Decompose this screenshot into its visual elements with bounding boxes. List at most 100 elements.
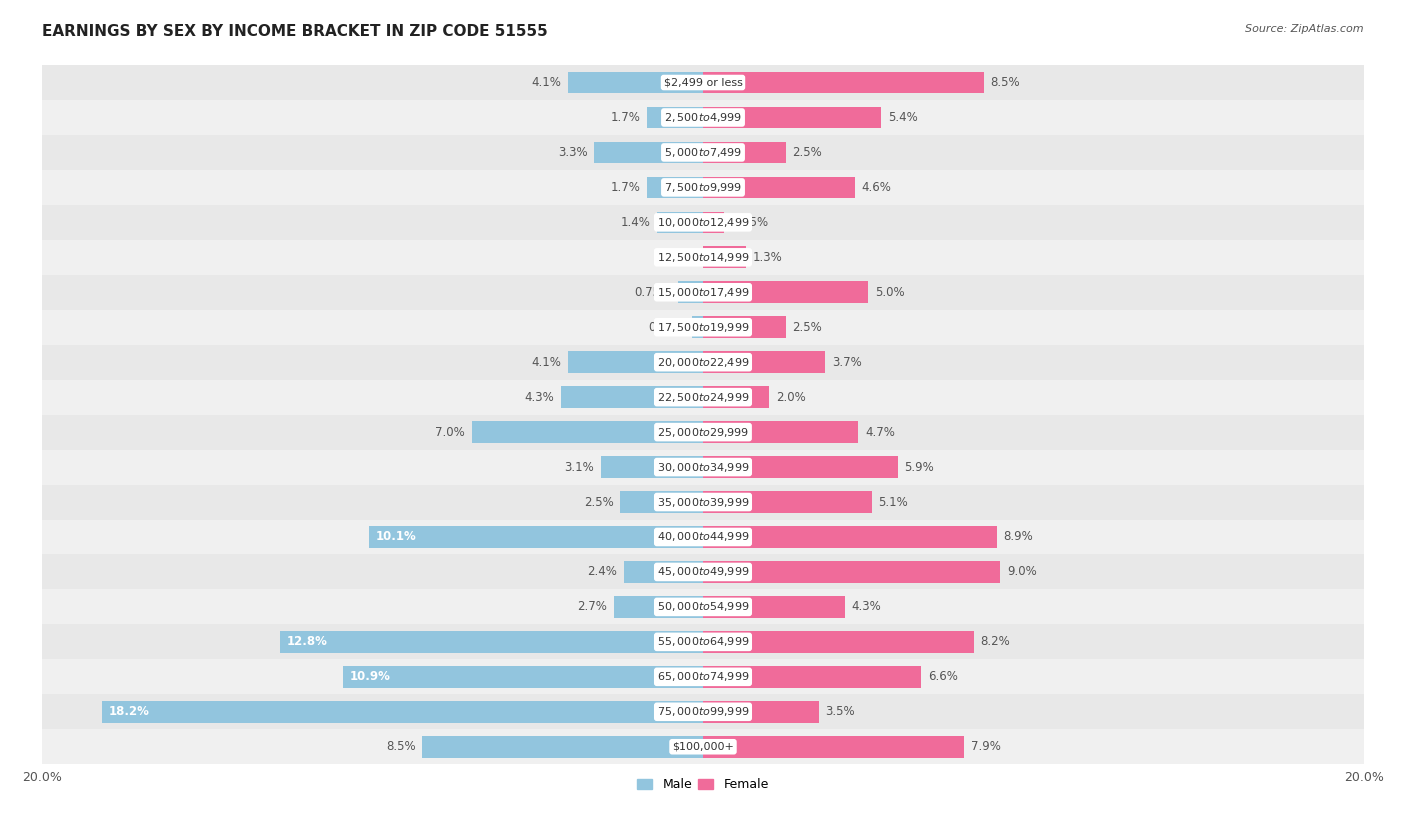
Text: 5.9%: 5.9%	[904, 461, 935, 473]
Text: 3.3%: 3.3%	[558, 146, 588, 159]
Text: 4.1%: 4.1%	[531, 356, 561, 368]
Text: $15,000 to $17,499: $15,000 to $17,499	[657, 286, 749, 298]
Bar	[42, 380, 1364, 415]
Bar	[647, 176, 703, 198]
Bar	[343, 666, 703, 688]
Bar	[703, 211, 724, 233]
Bar	[624, 561, 703, 583]
Text: $40,000 to $44,999: $40,000 to $44,999	[657, 531, 749, 543]
Text: $10,000 to $12,499: $10,000 to $12,499	[657, 216, 749, 228]
Bar	[703, 351, 825, 373]
Text: $75,000 to $99,999: $75,000 to $99,999	[657, 706, 749, 718]
Bar	[703, 141, 786, 163]
Bar	[42, 135, 1364, 170]
Text: 2.0%: 2.0%	[776, 391, 806, 403]
Text: $2,500 to $4,999: $2,500 to $4,999	[664, 111, 742, 124]
Bar	[42, 589, 1364, 624]
Text: 1.3%: 1.3%	[752, 251, 782, 263]
Text: 0.65%: 0.65%	[731, 216, 768, 228]
Text: 3.7%: 3.7%	[832, 356, 862, 368]
Bar	[600, 456, 703, 478]
Bar	[42, 205, 1364, 240]
Bar	[280, 631, 703, 653]
Bar	[471, 421, 703, 443]
Text: $50,000 to $54,999: $50,000 to $54,999	[657, 601, 749, 613]
Text: 8.9%: 8.9%	[1004, 531, 1033, 543]
Bar	[692, 316, 703, 338]
Text: 5.1%: 5.1%	[879, 496, 908, 508]
Bar	[703, 666, 921, 688]
Bar	[42, 65, 1364, 100]
Text: 4.6%: 4.6%	[862, 181, 891, 193]
Bar	[42, 520, 1364, 554]
Bar	[647, 107, 703, 128]
Bar	[593, 141, 703, 163]
Bar	[561, 386, 703, 408]
Bar	[620, 491, 703, 513]
Bar	[42, 450, 1364, 485]
Text: 2.7%: 2.7%	[578, 601, 607, 613]
Text: 4.3%: 4.3%	[524, 391, 554, 403]
Text: 4.3%: 4.3%	[852, 601, 882, 613]
Bar	[703, 107, 882, 128]
Bar	[703, 316, 786, 338]
Text: 3.1%: 3.1%	[564, 461, 593, 473]
Text: 1.7%: 1.7%	[610, 111, 640, 124]
Text: 2.5%: 2.5%	[583, 496, 614, 508]
Text: 1.4%: 1.4%	[620, 216, 650, 228]
Bar	[42, 694, 1364, 729]
Bar	[422, 736, 703, 758]
Text: 2.5%: 2.5%	[792, 321, 823, 333]
Text: 3.5%: 3.5%	[825, 706, 855, 718]
Text: 18.2%: 18.2%	[108, 706, 149, 718]
Text: $12,500 to $14,999: $12,500 to $14,999	[657, 251, 749, 263]
Text: $2,499 or less: $2,499 or less	[664, 77, 742, 88]
Text: 0.75%: 0.75%	[634, 286, 672, 298]
Text: 6.6%: 6.6%	[928, 671, 957, 683]
Text: 12.8%: 12.8%	[287, 636, 328, 648]
Bar	[703, 72, 984, 93]
Bar	[42, 415, 1364, 450]
Text: $17,500 to $19,999: $17,500 to $19,999	[657, 321, 749, 333]
Bar	[42, 729, 1364, 764]
Bar	[703, 246, 747, 268]
Text: $22,500 to $24,999: $22,500 to $24,999	[657, 391, 749, 403]
Bar	[703, 456, 898, 478]
Text: $35,000 to $39,999: $35,000 to $39,999	[657, 496, 749, 508]
Text: 10.9%: 10.9%	[350, 671, 391, 683]
Bar	[101, 701, 703, 723]
Text: $30,000 to $34,999: $30,000 to $34,999	[657, 461, 749, 473]
Bar	[42, 275, 1364, 310]
Bar	[703, 561, 1001, 583]
Text: 4.1%: 4.1%	[531, 76, 561, 89]
Bar	[42, 170, 1364, 205]
Bar	[42, 310, 1364, 345]
Text: 1.7%: 1.7%	[610, 181, 640, 193]
Bar	[42, 240, 1364, 275]
Text: $55,000 to $64,999: $55,000 to $64,999	[657, 636, 749, 648]
Text: 10.1%: 10.1%	[375, 531, 416, 543]
Bar	[568, 72, 703, 93]
Bar	[42, 345, 1364, 380]
Bar	[42, 100, 1364, 135]
Text: Source: ZipAtlas.com: Source: ZipAtlas.com	[1246, 24, 1364, 34]
Bar	[703, 281, 868, 303]
Bar	[42, 624, 1364, 659]
Bar	[42, 554, 1364, 589]
Bar	[42, 659, 1364, 694]
Text: 9.0%: 9.0%	[1007, 566, 1036, 578]
Text: $7,500 to $9,999: $7,500 to $9,999	[664, 181, 742, 193]
Legend: Male, Female: Male, Female	[633, 773, 773, 797]
Bar	[657, 211, 703, 233]
Bar	[370, 526, 703, 548]
Bar	[703, 421, 858, 443]
Text: 5.0%: 5.0%	[875, 286, 904, 298]
Bar	[703, 596, 845, 618]
Text: $65,000 to $74,999: $65,000 to $74,999	[657, 671, 749, 683]
Text: 2.4%: 2.4%	[588, 566, 617, 578]
Bar	[703, 701, 818, 723]
Text: $25,000 to $29,999: $25,000 to $29,999	[657, 426, 749, 438]
Bar	[703, 631, 974, 653]
Bar	[703, 526, 997, 548]
Bar	[42, 485, 1364, 520]
